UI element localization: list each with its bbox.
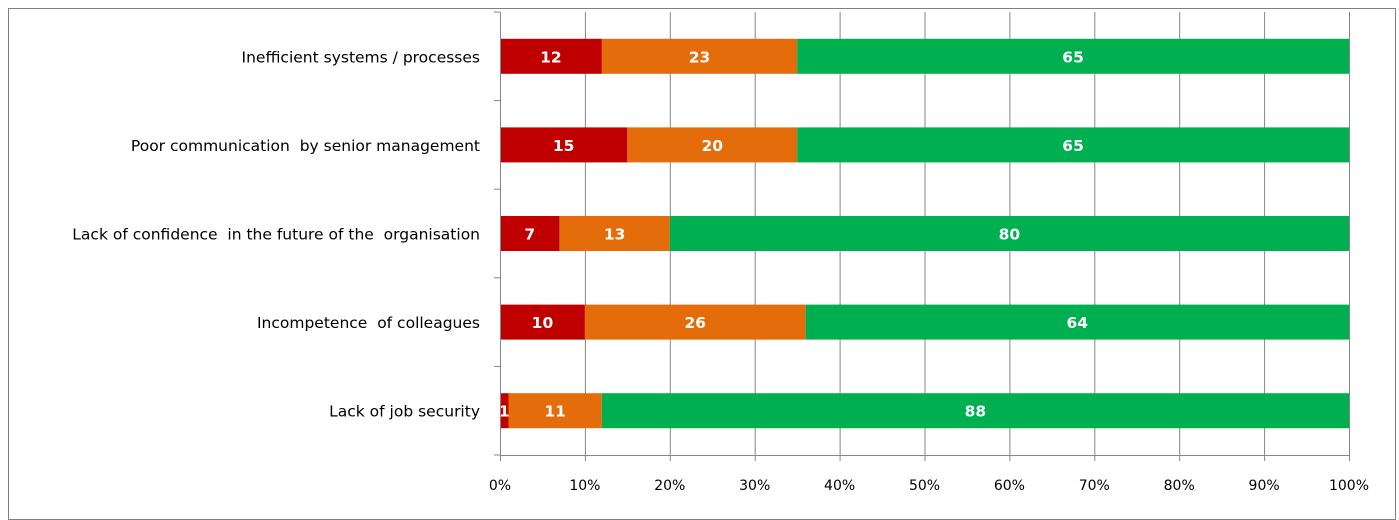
x-tick-label: 10%: [569, 478, 600, 494]
data-label: 11: [544, 403, 566, 421]
data-label: 20: [701, 137, 723, 155]
data-label: 80: [999, 226, 1021, 244]
data-label: 26: [684, 314, 706, 332]
bar-segment: [508, 393, 602, 429]
data-label: 7: [524, 226, 535, 244]
data-label: 65: [1062, 48, 1084, 66]
x-tick-label: 50%: [909, 478, 940, 494]
x-tick-label: 100%: [1329, 478, 1369, 494]
bar-segment: [500, 127, 628, 163]
x-tick-label: 70%: [1079, 478, 1110, 494]
bar-segment: [601, 38, 798, 74]
x-tick-label: 20%: [654, 478, 685, 494]
bar-segment: [797, 38, 1349, 74]
data-label: 1: [499, 403, 510, 421]
data-label: 65: [1062, 137, 1084, 155]
bar-segment: [584, 304, 806, 340]
data-label: 88: [965, 403, 987, 421]
x-tick-label: 0%: [489, 478, 511, 494]
bar-segment: [601, 393, 1349, 429]
data-label: 15: [553, 137, 575, 155]
data-label: 13: [604, 226, 626, 244]
bar-segment: [559, 216, 670, 251]
x-tick-label: 30%: [739, 478, 770, 494]
x-tick-label: 80%: [1164, 478, 1195, 494]
category-label: Poor communication by senior management: [131, 137, 480, 155]
data-label: 10: [532, 314, 554, 332]
bar-segment: [805, 304, 1349, 340]
x-tick-label: 40%: [824, 478, 855, 494]
chart-frame: [8, 8, 1396, 520]
bar-segment: [500, 304, 585, 340]
data-label: 23: [689, 48, 711, 66]
bar-segment: [500, 216, 560, 251]
bar-segment: [627, 127, 798, 163]
bar-segment: [669, 216, 1349, 251]
data-label: 64: [1067, 314, 1089, 332]
category-label: Lack of confidence in the future of the …: [72, 226, 480, 244]
x-tick-label: 90%: [1249, 478, 1280, 494]
category-label: Inefficient systems / processes: [242, 48, 480, 66]
category-label: Lack of job security: [329, 403, 480, 421]
bar-segment: [500, 393, 509, 429]
data-label: 12: [540, 48, 562, 66]
bar-segment: [797, 127, 1349, 163]
x-tick-label: 60%: [994, 478, 1025, 494]
bar-segment: [500, 38, 602, 74]
category-label: Incompetence of colleagues: [257, 314, 480, 332]
